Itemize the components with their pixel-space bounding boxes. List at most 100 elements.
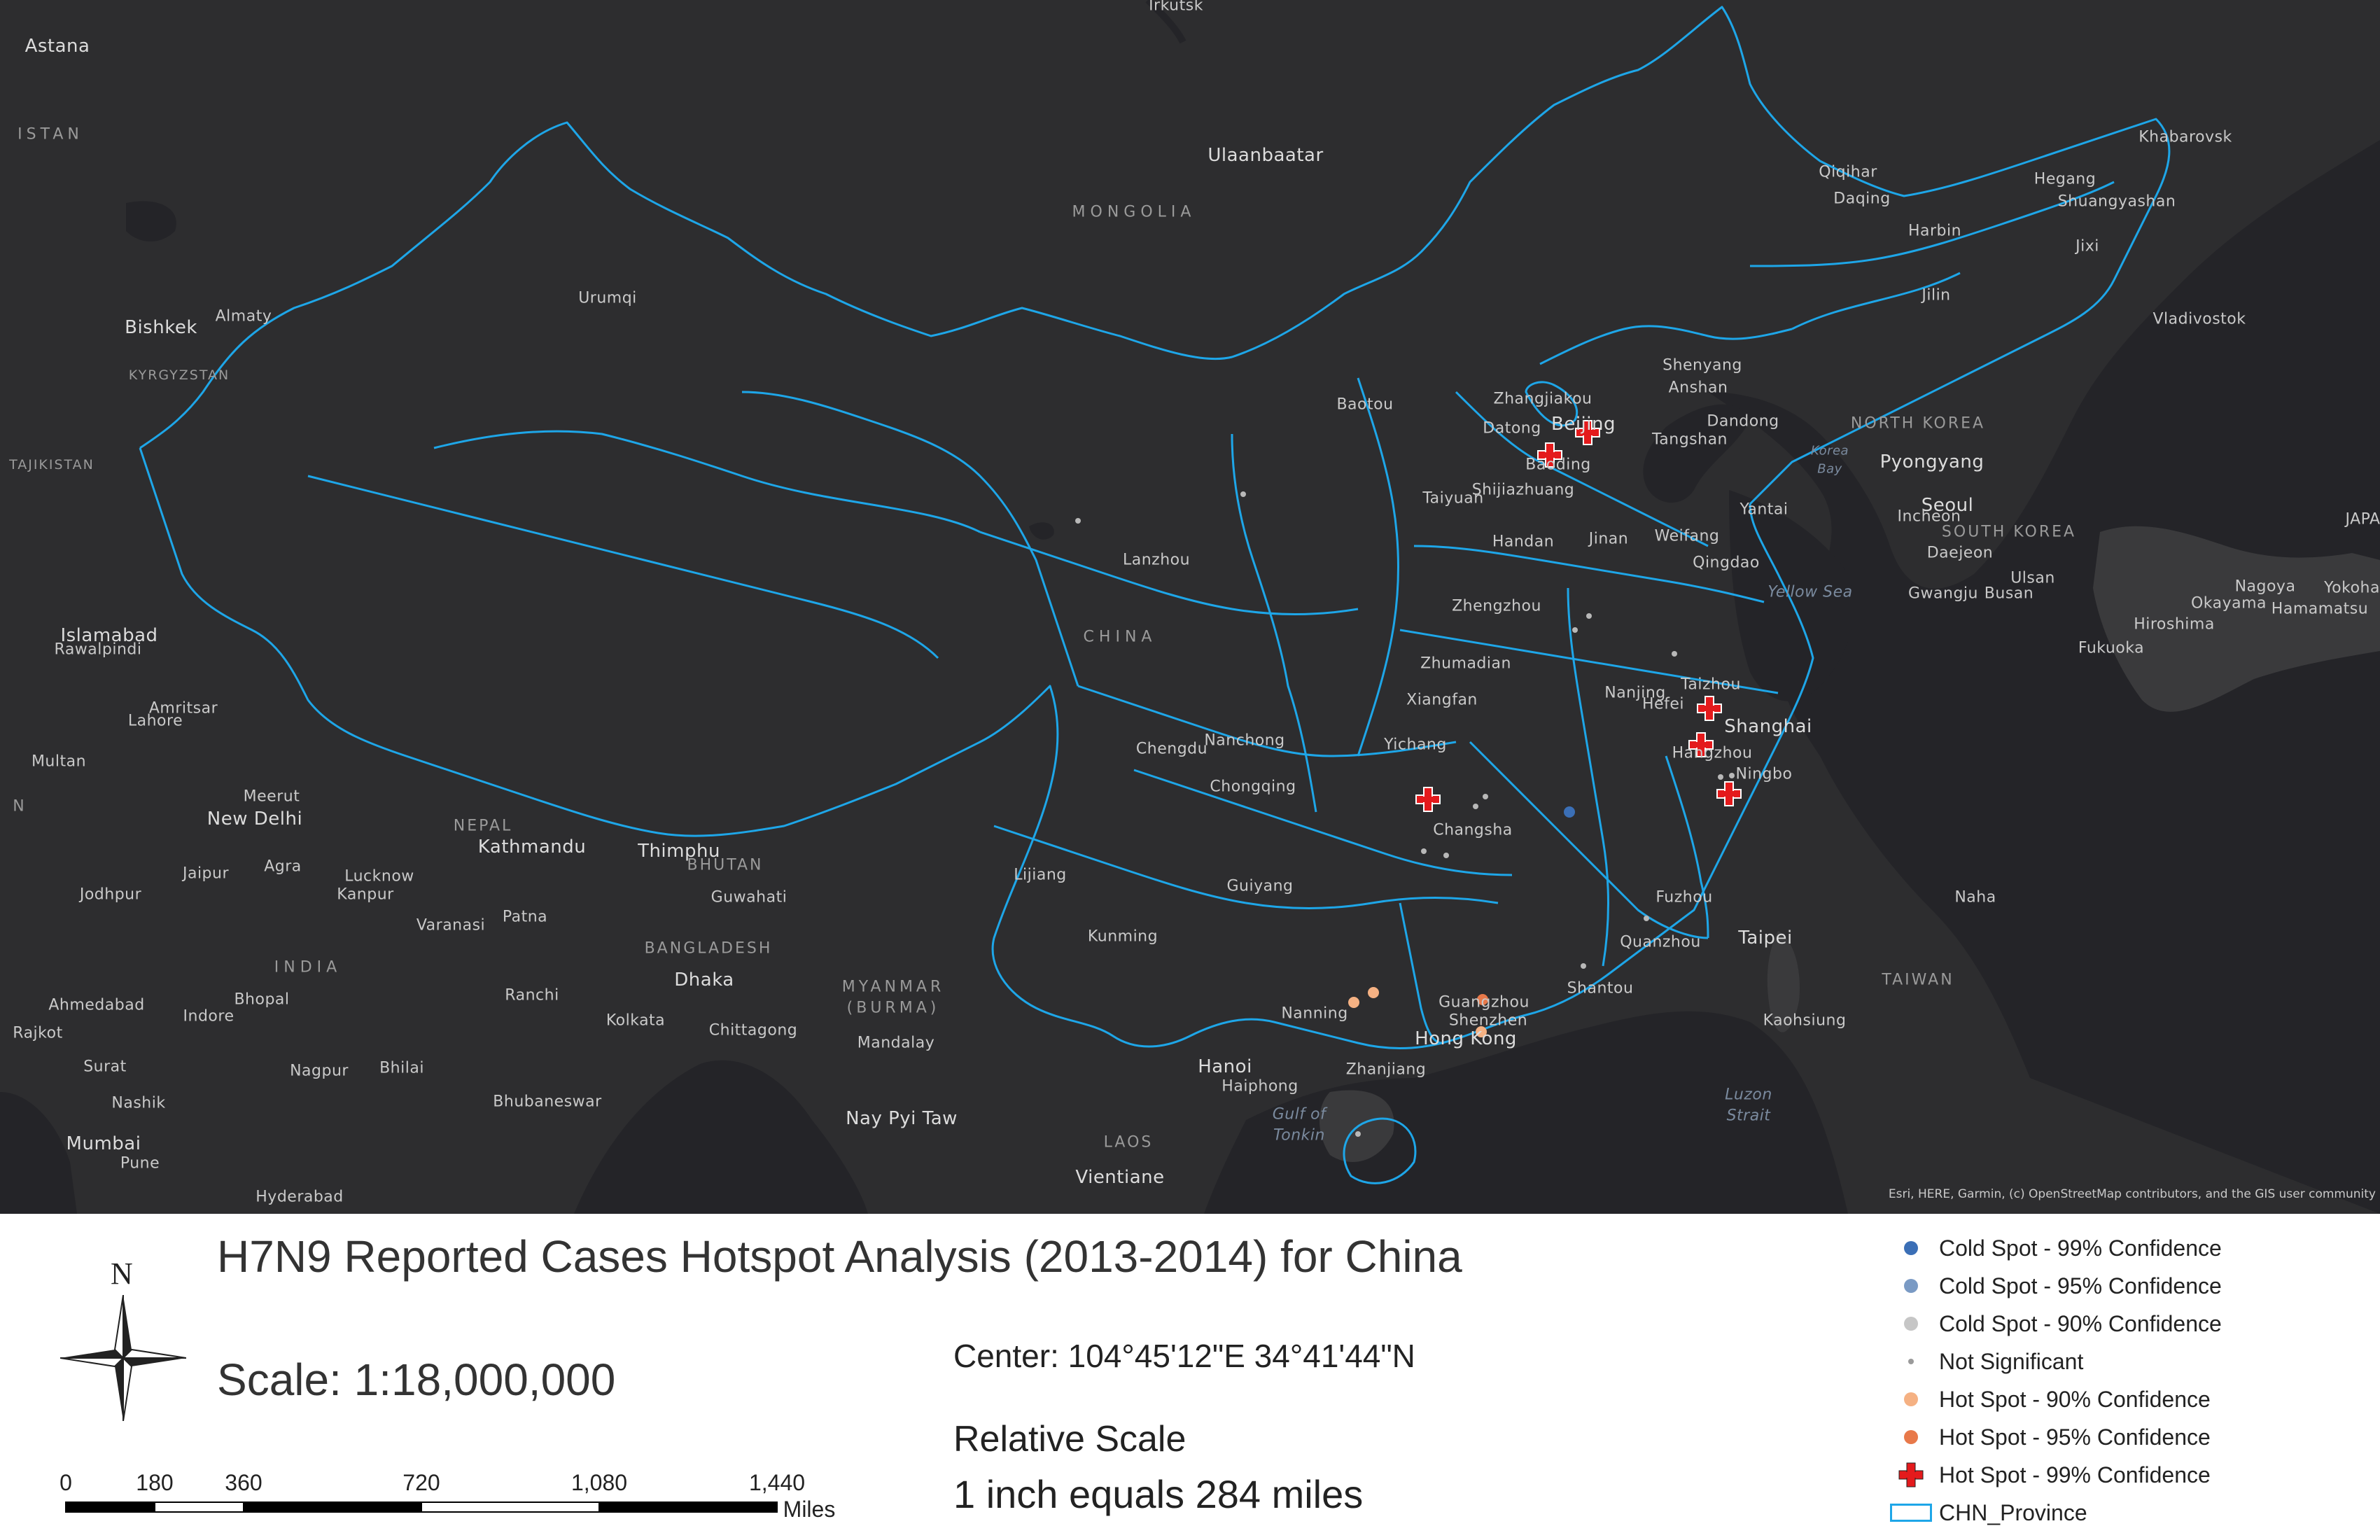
not-significant-marker[interactable]	[1586, 613, 1592, 619]
city-label: Xiangfan	[1406, 691, 1478, 709]
not-significant-marker[interactable]	[1075, 518, 1081, 524]
legend-box-icon	[1890, 1504, 1932, 1522]
cold-spot-99-marker[interactable]	[1564, 806, 1575, 818]
city-label: Qiqihar	[1819, 163, 1877, 181]
country-label: BANGLADESH	[644, 939, 773, 958]
city-label: Lijiang	[1014, 866, 1067, 884]
legend-label: Cold Spot - 99% Confidence	[1939, 1235, 2222, 1261]
hot-spot-99-marker[interactable]	[1537, 442, 1562, 468]
country-label: NORTH KOREA	[1850, 414, 1986, 433]
compass-rose-icon	[60, 1295, 186, 1421]
country-label: NEPAL	[453, 817, 513, 835]
not-significant-marker[interactable]	[1355, 1131, 1361, 1137]
legend-dot-icon	[1904, 1317, 1918, 1331]
legend-label: Cold Spot - 90% Confidence	[1939, 1310, 2222, 1336]
legend-label: CHN_Province	[1939, 1499, 2087, 1525]
hot-spot-90-marker[interactable]	[1476, 1026, 1487, 1037]
hot-spot-90-marker[interactable]	[1348, 997, 1359, 1008]
hot-spot-99-marker[interactable]	[1697, 696, 1722, 721]
city-label: Chittagong	[708, 1021, 798, 1040]
legend-item: Hot Spot - 90% Confidence	[1890, 1380, 2211, 1418]
city-label: Indore	[183, 1007, 234, 1026]
north-label: N	[111, 1256, 133, 1291]
water-label: Yellow Sea	[1768, 583, 1853, 601]
city-label: Jinan	[1588, 530, 1629, 548]
city-label: Kanpur	[337, 886, 394, 904]
city-label: Jilin	[1921, 286, 1951, 304]
city-label: Jaipur	[182, 864, 230, 883]
legend-item: Hot Spot - 99% Confidence	[1890, 1456, 2211, 1494]
city-label: Guiyang	[1226, 877, 1294, 895]
water-label: Gulf of	[1272, 1105, 1326, 1124]
city-label: Gwangju	[1908, 584, 1978, 603]
country-label: (BURMA)	[846, 999, 940, 1017]
not-significant-marker[interactable]	[1672, 651, 1677, 657]
city-label: Meerut	[243, 788, 300, 806]
not-significant-marker[interactable]	[1729, 773, 1735, 778]
city-label: Taiyuan	[1422, 489, 1484, 507]
not-significant-marker[interactable]	[1421, 848, 1427, 854]
not-significant-marker[interactable]	[1473, 804, 1478, 809]
taiwan-land	[1767, 931, 1800, 1032]
city-label: Tangshan	[1651, 430, 1728, 449]
not-significant-marker[interactable]	[1240, 491, 1246, 497]
city-label: Okayama	[2190, 594, 2267, 612]
city-label: Ahmedabad	[48, 996, 145, 1014]
scale-bar-graphic	[65, 1502, 778, 1513]
hot-spot-95-marker[interactable]	[1477, 994, 1488, 1005]
city-label: Chengdu	[1135, 740, 1208, 758]
legend-item: Cold Spot - 95% Confidence	[1890, 1267, 2222, 1305]
legend-cross-icon	[1898, 1462, 1924, 1488]
country-label: N	[13, 797, 29, 816]
legend-item: CHN_Province	[1890, 1494, 2087, 1532]
legend-item: Cold Spot - 99% Confidence	[1890, 1229, 2222, 1267]
city-label: Quanzhou	[1620, 933, 1701, 951]
scale-bar-tick-label: 1,440	[748, 1470, 806, 1495]
city-label: Shantou	[1567, 979, 1634, 997]
city-label: Mandalay	[857, 1034, 935, 1052]
city-label: Baotou	[1336, 396, 1394, 414]
water-label: Tonkin	[1273, 1126, 1325, 1144]
water-label: Luzon	[1725, 1086, 1772, 1104]
country-label: ISTAN	[18, 125, 83, 144]
city-label: New Delhi	[206, 808, 303, 830]
city-label: Urumqi	[578, 289, 637, 307]
city-label: Dhaka	[674, 969, 734, 990]
city-label: Hanoi	[1198, 1056, 1252, 1077]
legend-label: Hot Spot - 95% Confidence	[1939, 1424, 2211, 1450]
city-label: Changsha	[1433, 821, 1513, 839]
hot-spot-99-marker[interactable]	[1415, 787, 1441, 812]
legend-item: Hot Spot - 95% Confidence	[1890, 1418, 2211, 1456]
hot-spot-99-marker[interactable]	[1575, 420, 1600, 445]
city-label: Seoul	[1921, 495, 1974, 516]
scale-bar: 0 180 360 720 1,080 1,440 Miles	[0, 1214, 910, 1540]
scale-bar-segment	[421, 1502, 600, 1513]
not-significant-marker[interactable]	[1572, 627, 1578, 633]
city-label: Jixi	[2076, 237, 2099, 255]
city-label: Lucknow	[344, 867, 414, 886]
hot-spot-99-marker[interactable]	[1716, 781, 1742, 806]
city-label: Hegang	[2033, 170, 2096, 188]
hot-spot-90-marker[interactable]	[1368, 987, 1379, 998]
city-label: Rawalpindi	[54, 640, 142, 659]
arabian-sea	[0, 1092, 77, 1214]
city-label: Guwahati	[710, 888, 788, 906]
not-significant-marker[interactable]	[1443, 853, 1449, 858]
country-label: TAIWAN	[1882, 971, 1954, 989]
city-label: Hangzhou	[1672, 744, 1753, 762]
hot-spot-99-marker[interactable]	[1688, 732, 1714, 757]
japan-land	[2093, 526, 2380, 712]
city-label: Yokohama	[2324, 579, 2380, 597]
city-label: Bhubaneswar	[493, 1093, 602, 1111]
not-significant-marker[interactable]	[1483, 794, 1488, 799]
city-label: Daqing	[1833, 190, 1891, 208]
city-label: Shenyang	[1662, 356, 1742, 374]
not-significant-marker[interactable]	[1581, 963, 1586, 969]
legend-item: Not Significant	[1890, 1343, 2083, 1380]
not-significant-marker[interactable]	[1644, 916, 1649, 921]
city-label: Thimphu	[638, 841, 720, 862]
not-significant-marker[interactable]	[1718, 774, 1723, 780]
legend-label: Hot Spot - 90% Confidence	[1939, 1386, 2211, 1412]
city-label: Guangzhou	[1438, 993, 1530, 1011]
map-frame[interactable]: MONGOLIA CHINA INDIA NEPAL BHUTAN BANGLA…	[0, 0, 2380, 1214]
